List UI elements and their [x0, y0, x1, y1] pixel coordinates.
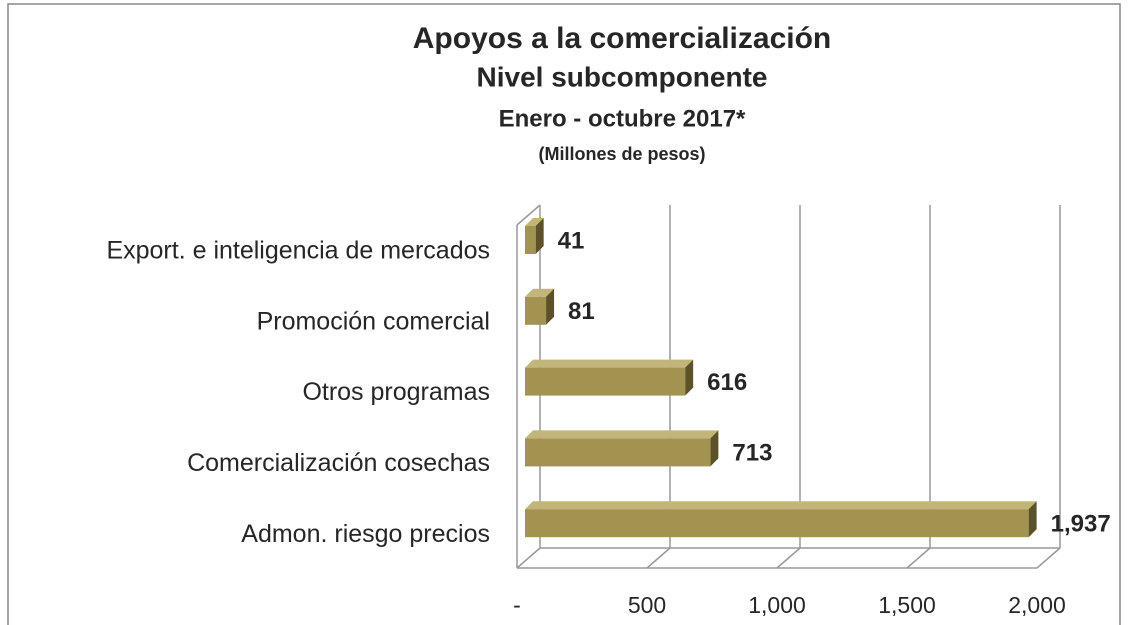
bar: [525, 296, 547, 325]
bar-top: [525, 218, 544, 226]
floor-line: [646, 547, 671, 569]
wall-edge: [516, 204, 541, 226]
chart-units: (Millones de pesos): [538, 144, 705, 164]
bar: [525, 509, 1029, 538]
category-label: Otros programas: [302, 378, 490, 406]
bar-side: [685, 359, 694, 396]
floor-line: [1036, 547, 1061, 569]
bar-side: [1028, 501, 1037, 538]
x-tick-label: 2,000: [1008, 592, 1066, 618]
value-label: 616: [707, 369, 747, 396]
category-label: Admon. riesgo precios: [241, 520, 490, 548]
x-tick-label: 500: [628, 592, 666, 618]
bar-side: [546, 288, 555, 325]
chart-title: Apoyos a la comercialización: [413, 22, 832, 55]
chart-frame: [7, 3, 1121, 625]
bar-side: [535, 218, 544, 254]
bar-side: [710, 430, 719, 467]
x-tick-label: 1,000: [748, 592, 806, 618]
category-label: Comercialización cosechas: [187, 449, 490, 477]
bar-top: [525, 430, 719, 439]
floor-line: [776, 547, 801, 569]
floor-line: [906, 547, 931, 569]
bar-top: [525, 501, 1037, 510]
value-label: 81: [568, 298, 595, 325]
value-label: 1,937: [1051, 511, 1111, 538]
bar: [525, 438, 711, 467]
value-label: 41: [558, 227, 585, 254]
chart-period: Enero - octubre 2017*: [499, 105, 746, 132]
x-tick-label: 1,500: [878, 592, 936, 618]
x-tick-label: -: [513, 592, 521, 618]
category-label: Export. e inteligencia de mercados: [106, 237, 490, 265]
value-label: 713: [732, 440, 772, 467]
plot: - 500 1,000 1,500 2,000 Export. e inteligenci…: [106, 204, 1111, 618]
category-label: Promoción comercial: [257, 307, 490, 335]
bar-top: [525, 288, 555, 297]
floor-line: [516, 547, 541, 569]
bar: [525, 226, 536, 254]
bar: [525, 367, 686, 396]
chart-subtitle: Nivel subcomponente: [477, 61, 768, 92]
bar-top: [525, 359, 694, 368]
